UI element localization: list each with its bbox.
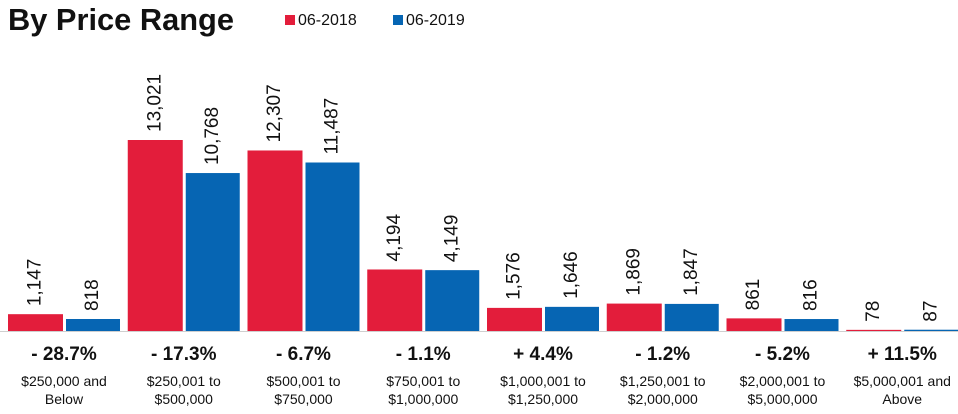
bar — [664, 303, 719, 331]
category-label: $1,250,001 to $2,000,000 — [620, 373, 706, 407]
value-label: 10,768 — [202, 107, 223, 165]
category-label: $250,001 to $500,000 — [147, 373, 221, 407]
change-label: - 6.7% — [276, 344, 331, 365]
bar — [784, 319, 839, 331]
value-label: 1,847 — [681, 248, 702, 296]
value-label: 818 — [82, 279, 103, 311]
legend-swatch — [393, 15, 403, 25]
change-label: + 11.5% — [868, 344, 937, 365]
value-label: 13,021 — [144, 74, 165, 132]
value-label: 12,307 — [264, 84, 285, 142]
bar — [247, 150, 303, 331]
bar — [545, 306, 599, 331]
value-label: 1,869 — [623, 248, 644, 296]
value-label: 1,576 — [504, 252, 525, 300]
category-label: $750,001 to $1,000,000 — [386, 373, 460, 407]
category-label: $250,000 and Below — [21, 373, 107, 407]
change-label: + 4.4% — [513, 344, 573, 365]
change-label: - 17.3% — [151, 344, 217, 365]
value-label: 816 — [801, 279, 822, 311]
bar — [185, 173, 240, 331]
change-label: - 1.2% — [635, 344, 690, 365]
value-label: 4,194 — [384, 214, 405, 262]
value-label: 78 — [863, 301, 884, 322]
bar — [904, 329, 958, 331]
change-label: - 28.7% — [31, 344, 97, 365]
legend-label: 06-2019 — [406, 12, 465, 29]
change-label: - 1.1% — [396, 344, 451, 365]
category-label: $2,000,001 to $5,000,000 — [740, 373, 826, 407]
value-label: 1,646 — [561, 251, 582, 299]
category-label: $5,000,001 and Above — [854, 373, 951, 407]
bar — [846, 329, 902, 331]
change-label: - 5.2% — [755, 344, 810, 365]
bar — [487, 307, 542, 331]
value-label: 4,149 — [441, 215, 462, 263]
bar — [726, 318, 782, 331]
value-label: 1,147 — [25, 259, 46, 307]
bar — [606, 303, 662, 331]
value-label: 11,487 — [322, 98, 343, 155]
chart-title: By Price Range — [8, 2, 234, 37]
legend-label: 06-2018 — [298, 12, 357, 29]
value-label: 87 — [920, 301, 941, 322]
legend-swatch — [285, 15, 295, 25]
bar — [66, 319, 120, 331]
bar — [367, 269, 423, 331]
category-label: $1,000,001 to $1,250,000 — [500, 373, 586, 407]
category-label: $500,001 to $750,000 — [267, 373, 341, 407]
bar — [127, 140, 183, 331]
bar — [8, 314, 63, 331]
bar — [305, 162, 360, 331]
bar — [425, 270, 480, 331]
value-label: 861 — [743, 279, 764, 311]
